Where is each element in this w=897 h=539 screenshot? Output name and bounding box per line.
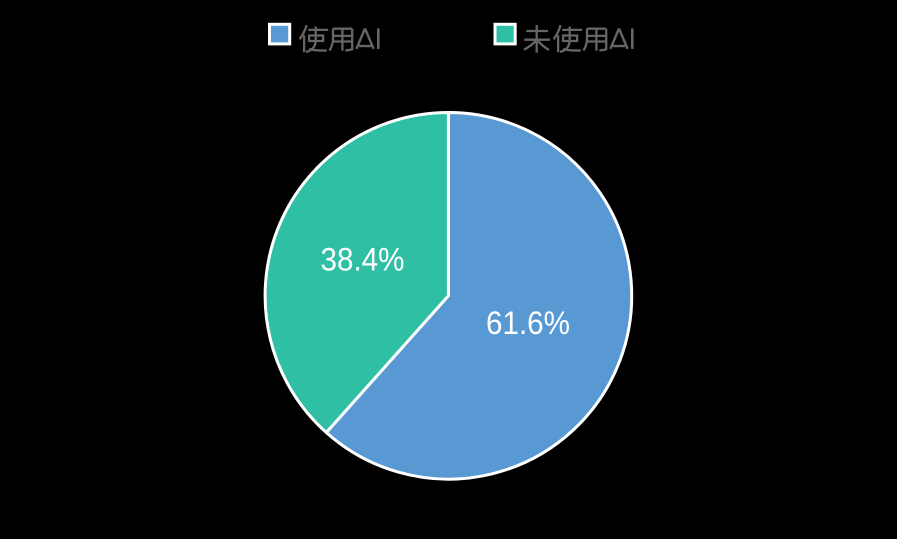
svg-text:61.6%: 61.6% — [486, 305, 570, 341]
svg-text:38.4%: 38.4% — [321, 242, 405, 278]
